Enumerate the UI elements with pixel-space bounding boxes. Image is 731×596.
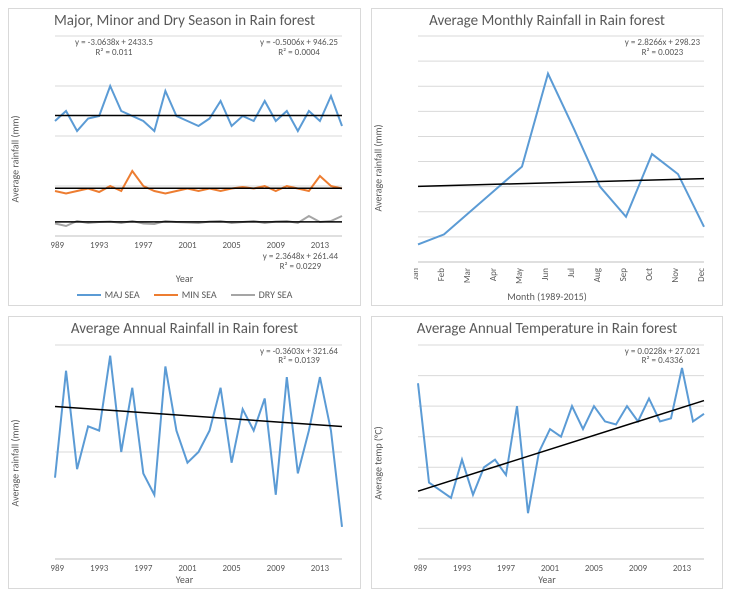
- svg-text:Feb: Feb: [436, 268, 447, 281]
- svg-text:2013: 2013: [311, 563, 330, 573]
- svg-text:2013: 2013: [673, 563, 692, 573]
- ylabel-c: Average rainfall (mm): [9, 419, 22, 506]
- svg-text:2005: 2005: [585, 563, 604, 573]
- chart-svg: 0100200300400500600700800900JanFebMarApr…: [414, 32, 708, 290]
- series-maj-sea: [55, 86, 342, 131]
- svg-text:1989: 1989: [51, 563, 65, 573]
- legend-label: DRY SEA: [259, 288, 293, 301]
- chart-b-wrap: Average rainfall (mm) 010020030040050060…: [380, 32, 714, 303]
- svg-text:Jul: Jul: [566, 268, 577, 278]
- svg-text:Apr: Apr: [488, 268, 499, 281]
- svg-text:2009: 2009: [629, 563, 648, 573]
- ylabel-d: Average temp (°C): [372, 426, 385, 499]
- title-c: Average Annual Rainfall in Rain forest: [17, 321, 352, 338]
- trendline: [418, 179, 704, 187]
- legend-swatch: [231, 294, 255, 297]
- chart-a-wrap: Average rainfall (mm) 010002000300040001…: [17, 32, 352, 285]
- svg-text:Mar: Mar: [462, 268, 473, 283]
- ylabel-b: Average rainfall (mm): [372, 124, 385, 211]
- svg-text:2001: 2001: [178, 240, 197, 251]
- svg-text:2005: 2005: [222, 240, 241, 251]
- plot-b: 0100200300400500600700800900JanFebMarApr…: [414, 32, 708, 290]
- xlabel-b: Month (1989-2015): [380, 290, 714, 303]
- title-d: Average Annual Temperature in Rain fores…: [380, 321, 714, 338]
- legend-item: MIN SEA: [154, 288, 217, 301]
- svg-text:1993: 1993: [453, 563, 472, 573]
- svg-text:Oct: Oct: [644, 268, 655, 281]
- svg-text:1993: 1993: [90, 240, 109, 251]
- svg-text:Sep: Sep: [618, 268, 629, 282]
- svg-text:2001: 2001: [541, 563, 560, 573]
- svg-text:1997: 1997: [497, 563, 516, 573]
- svg-text:2009: 2009: [267, 563, 286, 573]
- panel-annual-temp: Average Annual Temperature in Rain fores…: [371, 316, 723, 588]
- ylabel-a: Average rainfall (mm): [9, 115, 22, 202]
- legend-label: MAJ SEA: [105, 288, 140, 301]
- legend-a: MAJ SEA MIN SEA DRY SEA: [17, 285, 352, 303]
- svg-text:1997: 1997: [134, 240, 153, 251]
- legend-item: DRY SEA: [231, 288, 293, 301]
- svg-text:Jan: Jan: [414, 268, 421, 280]
- chart-svg: 0100020003000400019891993199720012005200…: [51, 32, 346, 272]
- chart-svg: 26.626.82727.227.427.627.828198919931997…: [414, 341, 708, 573]
- chart-d-wrap: Average temp (°C) 26.626.82727.227.427.6…: [380, 341, 714, 586]
- svg-text:1989: 1989: [414, 563, 428, 573]
- panel-annual-rain: Average Annual Rainfall in Rain forest A…: [8, 316, 361, 588]
- svg-text:Dec: Dec: [696, 268, 707, 282]
- svg-text:1993: 1993: [90, 563, 109, 573]
- chart-grid: Major, Minor and Dry Season in Rain fore…: [8, 8, 723, 588]
- xlabel-d: Year: [380, 573, 714, 586]
- trendline: [418, 400, 704, 491]
- title-b: Average Monthly Rainfall in Rain forest: [380, 13, 714, 30]
- xlabel-c: Year: [17, 573, 352, 586]
- svg-text:May: May: [514, 267, 525, 284]
- chart-c-wrap: Average rainfall (mm) 250300350198919931…: [17, 341, 352, 586]
- title-a: Major, Minor and Dry Season in Rain fore…: [17, 13, 352, 30]
- svg-text:1997: 1997: [134, 563, 153, 573]
- series-temp: [418, 367, 704, 512]
- svg-text:1989: 1989: [51, 240, 65, 251]
- svg-text:Aug: Aug: [592, 268, 603, 283]
- plot-c: 2503003501989199319972001200520092013y =…: [51, 341, 346, 573]
- series-monthly: [418, 74, 704, 245]
- svg-text:2009: 2009: [267, 240, 286, 251]
- svg-text:2013: 2013: [311, 240, 330, 251]
- xlabel-a: Year: [17, 272, 352, 285]
- series-annual: [55, 355, 342, 526]
- svg-text:Jun: Jun: [540, 268, 551, 281]
- series-min-sea: [55, 171, 342, 194]
- series-dry-sea: [55, 216, 342, 226]
- legend-swatch: [154, 294, 178, 297]
- trendline: [55, 406, 342, 426]
- svg-text:2005: 2005: [222, 563, 241, 573]
- svg-text:Nov: Nov: [670, 268, 681, 283]
- svg-text:2001: 2001: [178, 563, 197, 573]
- chart-svg: 2503003501989199319972001200520092013: [51, 341, 346, 573]
- panel-monthly: Average Monthly Rainfall in Rain forest …: [371, 8, 723, 306]
- legend-swatch: [77, 294, 101, 297]
- panel-seasons: Major, Minor and Dry Season in Rain fore…: [8, 8, 361, 306]
- legend-item: MAJ SEA: [77, 288, 140, 301]
- plot-a: 0100020003000400019891993199720012005200…: [51, 32, 346, 272]
- plot-d: 26.626.82727.227.427.627.828198919931997…: [414, 341, 708, 573]
- legend-label: MIN SEA: [182, 288, 217, 301]
